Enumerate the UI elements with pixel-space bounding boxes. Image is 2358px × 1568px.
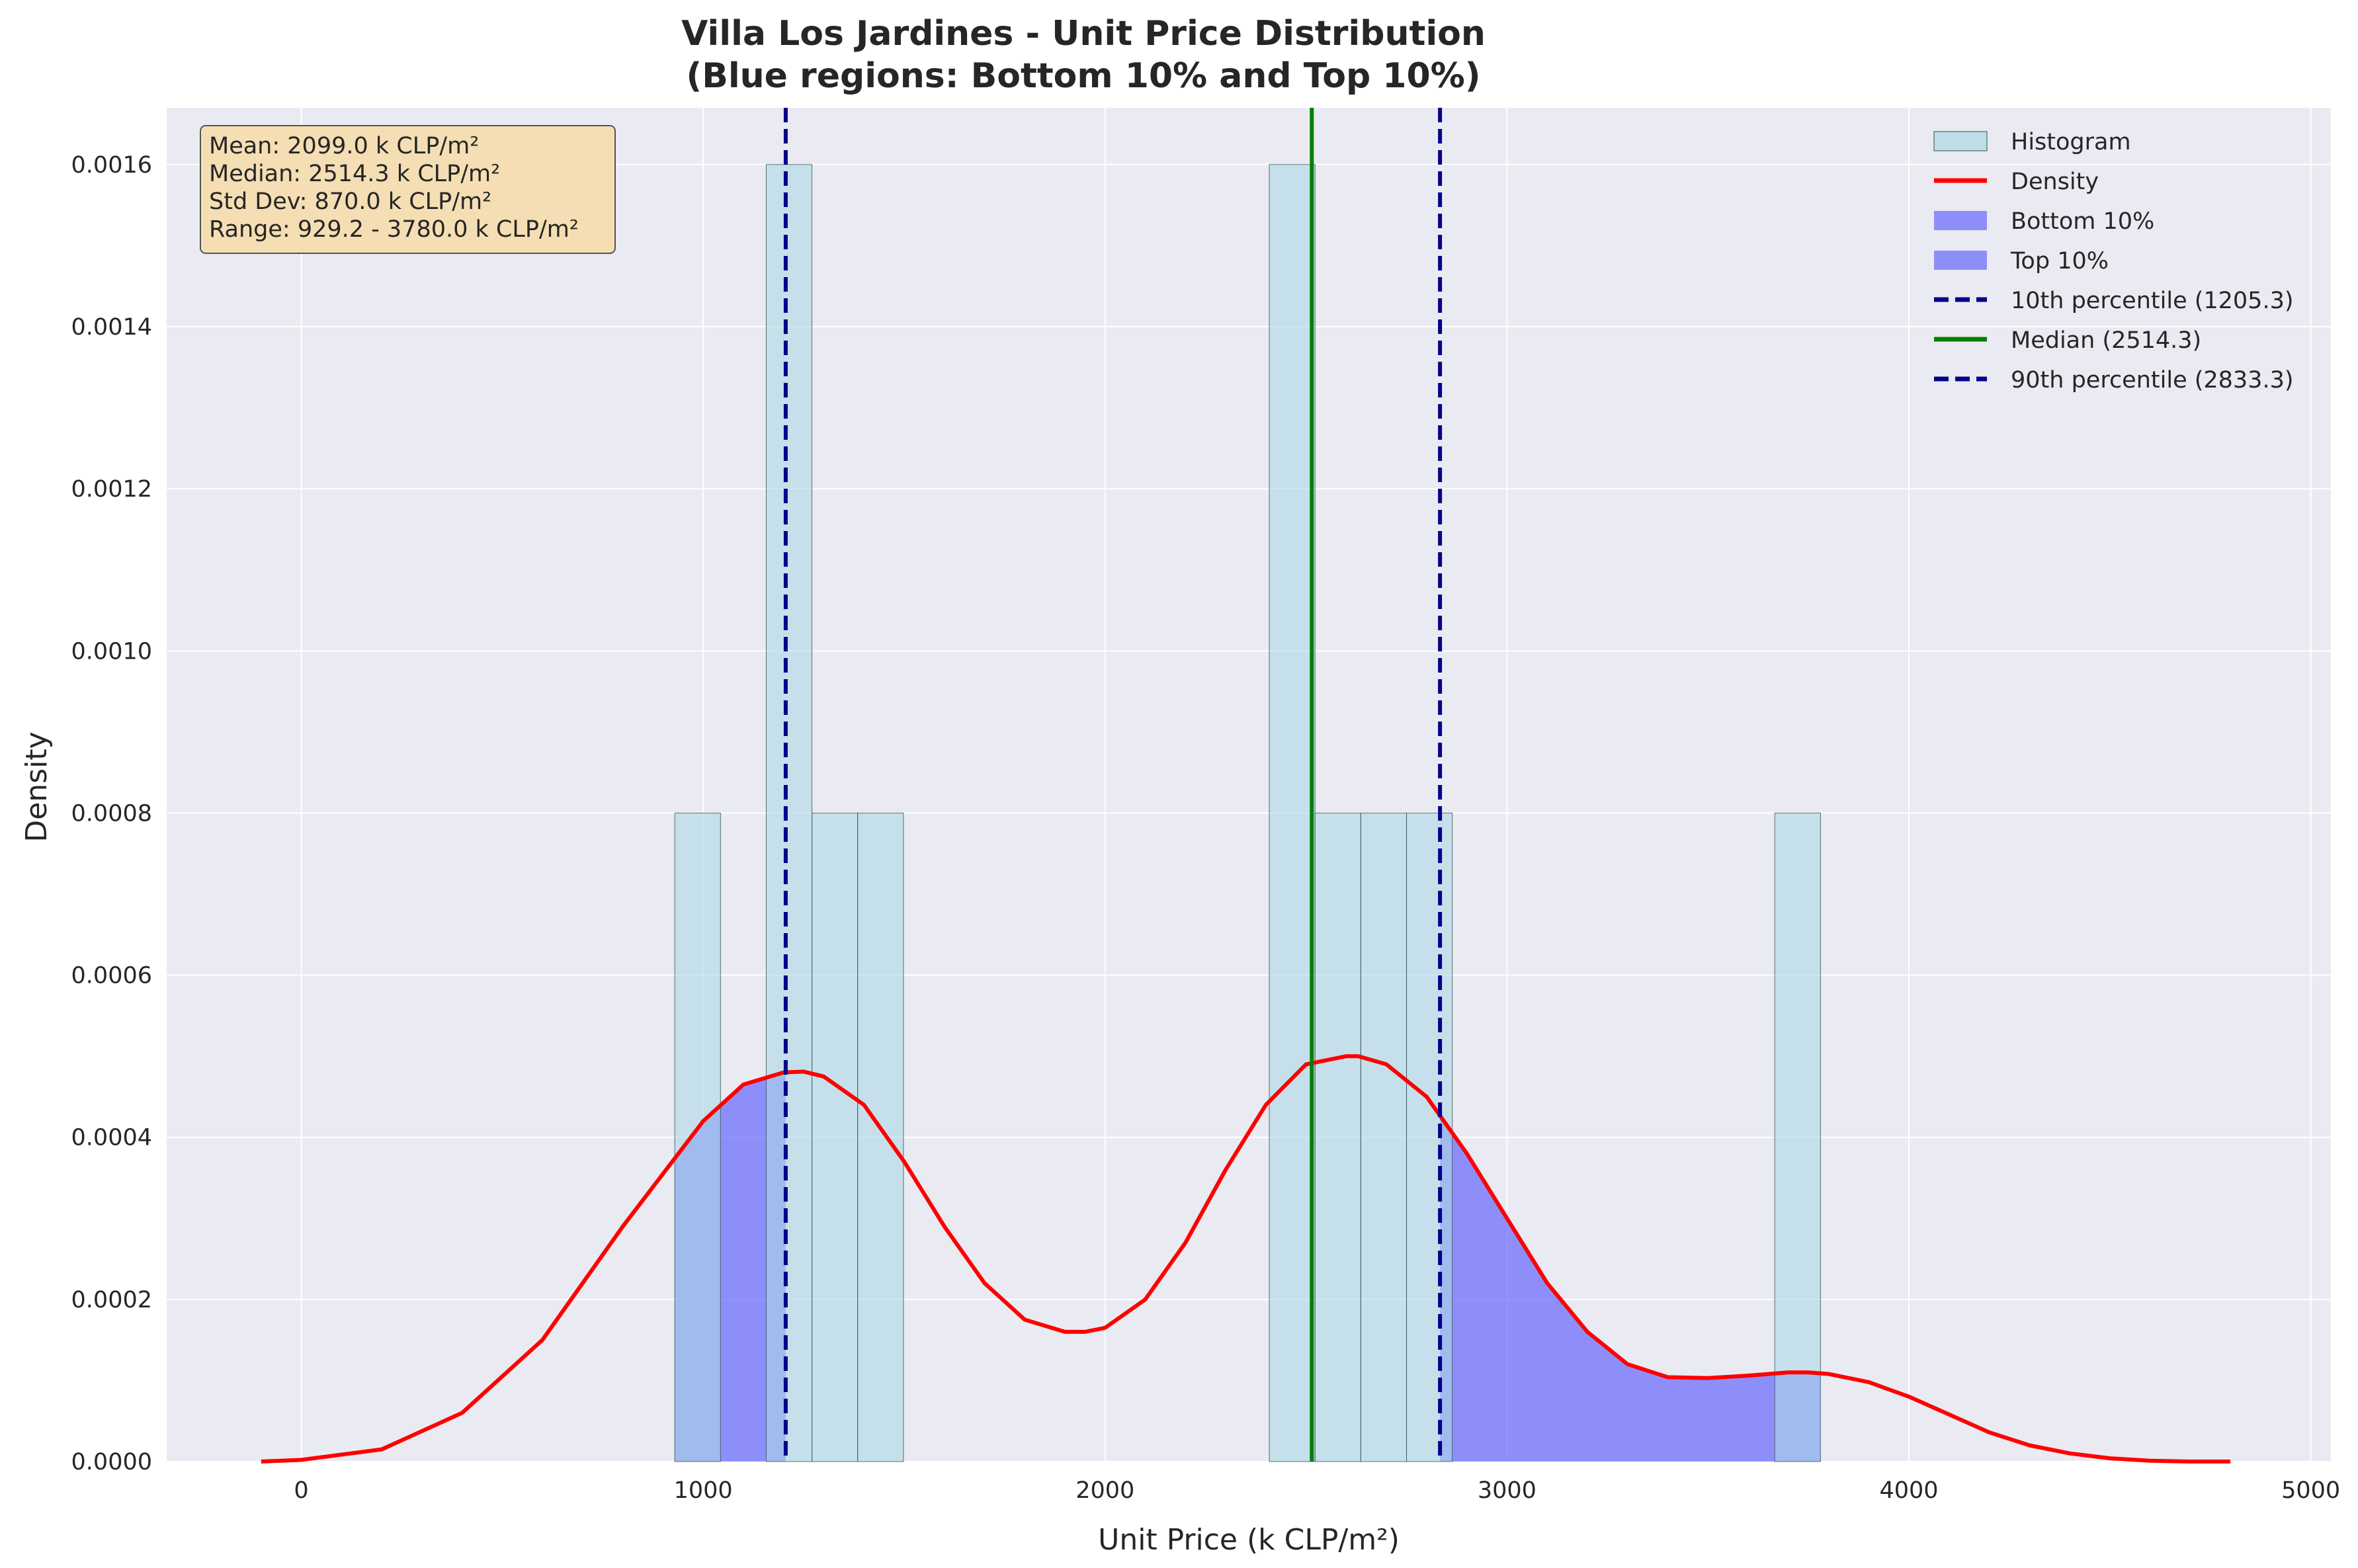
x-tick-labels: 0 1000 2000 3000 4000 5000 [294, 1477, 2340, 1504]
legend-top10-label: Top 10% [2010, 248, 2109, 274]
x-tick-label: 4000 [1879, 1477, 1938, 1504]
plot-area [167, 108, 2331, 1462]
chart-title-line1: Villa Los Jardines - Unit Price Distribu… [681, 14, 1486, 54]
chart-title-line2: (Blue regions: Bottom 10% and Top 10%) [686, 56, 1480, 96]
y-tick-label: 0.0006 [71, 963, 152, 989]
x-tick-label: 1000 [674, 1477, 733, 1504]
y-tick-label: 0.0002 [71, 1287, 152, 1313]
reference-lines [783, 108, 1443, 1462]
legend-median-label: Median (2514.3) [2011, 327, 2201, 354]
y-tick-label: 0.0012 [71, 476, 152, 503]
histogram-bar [1314, 812, 1361, 1462]
histogram-bar [1406, 812, 1453, 1462]
grid [167, 108, 2331, 1462]
histogram-bar [812, 812, 859, 1462]
legend-p90-label: 90th percentile (2833.3) [2011, 367, 2294, 393]
histogram-bar [1774, 812, 1821, 1462]
density-curve-group [261, 1054, 2231, 1464]
x-tick-label: 0 [294, 1477, 308, 1504]
stats-std-dev: Std Dev: 870.0 k CLP/m² [209, 188, 491, 215]
legend-p10-label: 10th percentile (1205.3) [2011, 288, 2294, 314]
y-tick-label: 0.0014 [71, 314, 152, 341]
x-tick-label: 5000 [2281, 1477, 2340, 1504]
histogram-bars [674, 164, 1821, 1462]
stats-mean: Mean: 2099.0 k CLP/m² [209, 133, 479, 159]
y-tick-label: 0.0004 [71, 1125, 152, 1151]
x-axis-label: Unit Price (k CLP/m²) [1098, 1523, 1400, 1557]
x-tick-label: 2000 [1075, 1477, 1134, 1504]
stats-median: Median: 2514.3 k CLP/m² [209, 161, 500, 187]
stats-range: Range: 929.2 - 3780.0 k CLP/m² [209, 216, 579, 243]
y-tick-labels: 0.0000 0.0002 0.0004 0.0006 0.0008 0.0010 0.00… [71, 152, 152, 1475]
stats-box: Mean: 2099.0 k CLP/m² Median: 2514.3 k C… [200, 125, 616, 254]
stats-box-background [200, 125, 616, 254]
y-axis-label: Density [20, 731, 54, 842]
y-tick-label: 0.0000 [71, 1449, 152, 1475]
legend-histogram-swatch [1933, 131, 1988, 151]
legend: Histogram Density Bottom 10% Top 10% 10t… [1933, 129, 2294, 393]
legend-bottom10-swatch [1934, 211, 1987, 230]
top-10-region [1440, 1116, 1821, 1462]
legend-top10-swatch [1934, 251, 1987, 270]
y-tick-label: 0.0008 [71, 800, 152, 827]
legend-density-label: Density [2011, 169, 2099, 195]
histogram-bar [1360, 812, 1407, 1462]
density-curve [261, 1054, 2231, 1464]
histogram-bar [1269, 164, 1316, 1462]
y-tick-label: 0.0016 [71, 152, 152, 179]
histogram-bar [674, 812, 721, 1462]
x-tick-label: 3000 [1478, 1477, 1537, 1504]
y-tick-label: 0.0010 [71, 638, 152, 665]
legend-bottom10-label: Bottom 10% [2011, 208, 2154, 235]
histogram-bar [857, 812, 904, 1462]
histogram-bar [765, 164, 813, 1462]
legend-histogram-label: Histogram [2011, 129, 2131, 155]
